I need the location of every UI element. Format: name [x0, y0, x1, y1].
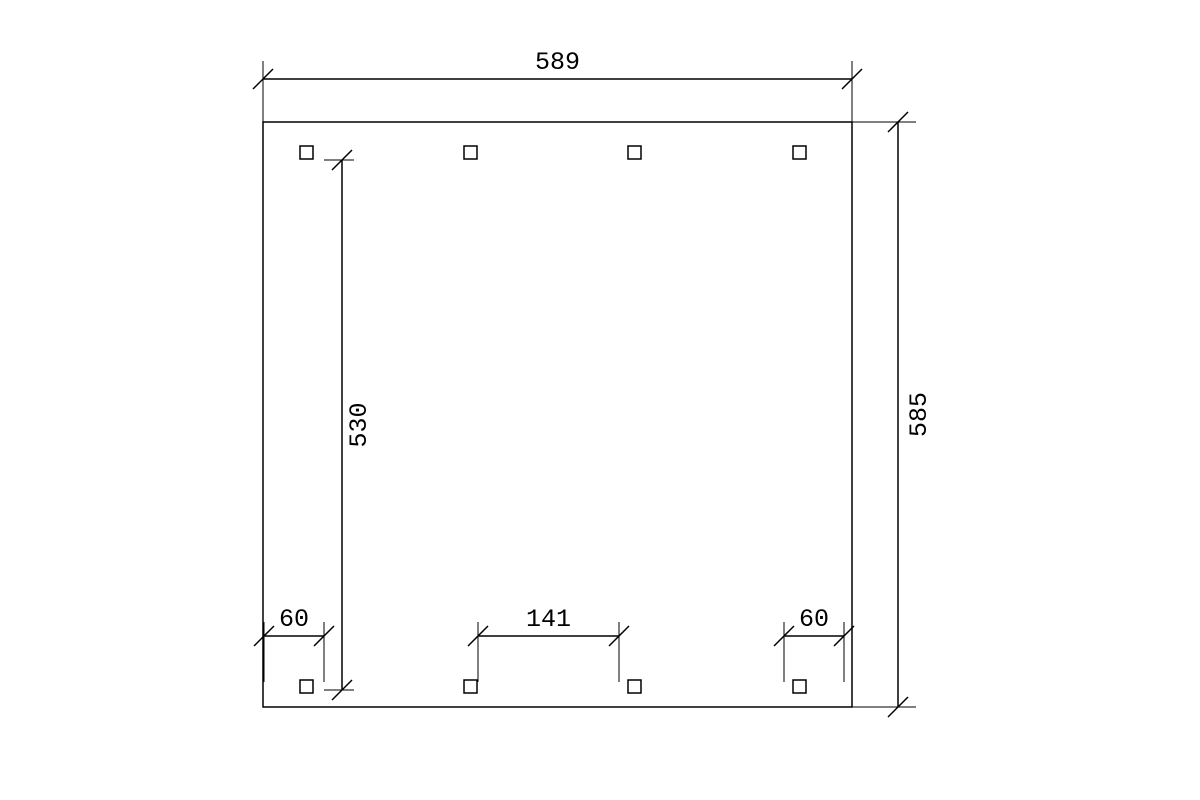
dim-bottom-right-label: 60 — [799, 605, 829, 634]
dim-bottom-mid-label: 141 — [526, 605, 571, 634]
dim-bottom-left-label: 60 — [279, 605, 309, 634]
dim-top-label: 589 — [535, 48, 580, 77]
post-6 — [628, 680, 641, 693]
post-0 — [300, 146, 313, 159]
plan-drawing: 589 585 530 60 141 60 — [0, 0, 1200, 800]
post-5 — [464, 680, 477, 693]
post-2 — [628, 146, 641, 159]
post-1 — [464, 146, 477, 159]
post-3 — [793, 146, 806, 159]
dim-right-label: 585 — [905, 392, 934, 437]
dim-inner-height-label: 530 — [345, 402, 374, 447]
post-7 — [793, 680, 806, 693]
post-4 — [300, 680, 313, 693]
